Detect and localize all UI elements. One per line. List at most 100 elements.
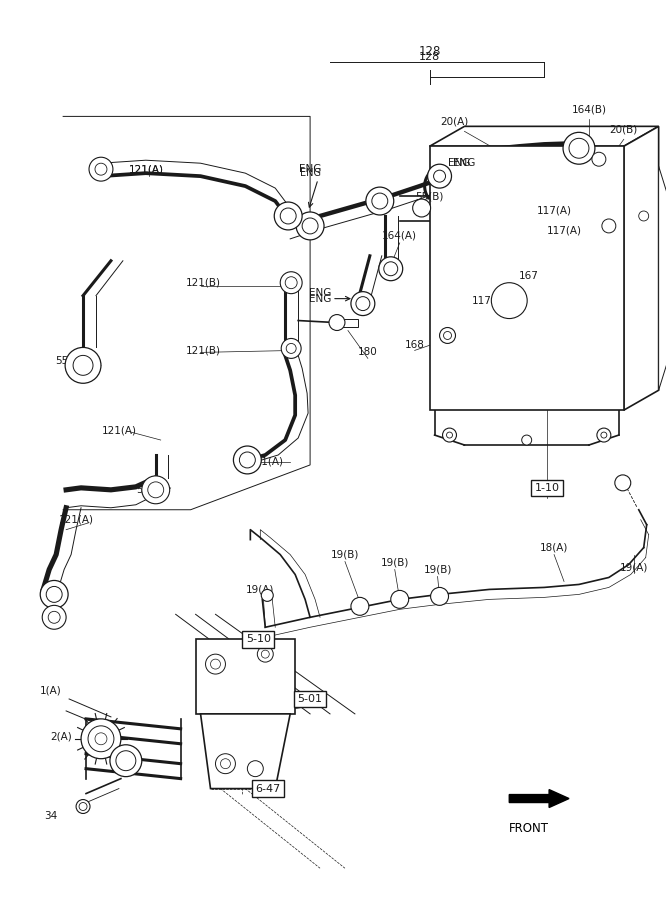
- Text: ENG: ENG: [309, 288, 331, 298]
- Text: FRONT: FRONT: [509, 822, 549, 835]
- Text: ENG: ENG: [309, 293, 331, 303]
- Text: ENG: ENG: [568, 139, 590, 148]
- Polygon shape: [624, 126, 658, 410]
- Text: 2(A): 2(A): [50, 732, 72, 742]
- Circle shape: [428, 164, 452, 188]
- Circle shape: [142, 476, 169, 504]
- Text: 55(C): 55(C): [137, 485, 165, 495]
- Circle shape: [110, 745, 142, 777]
- Circle shape: [379, 256, 403, 281]
- Text: 117(A): 117(A): [472, 295, 507, 306]
- Text: 168: 168: [405, 340, 425, 350]
- Circle shape: [261, 650, 269, 658]
- Circle shape: [73, 356, 93, 375]
- Circle shape: [281, 338, 301, 358]
- Circle shape: [602, 219, 616, 233]
- Circle shape: [211, 659, 221, 669]
- Text: 167: 167: [519, 271, 539, 281]
- Circle shape: [48, 611, 60, 624]
- Text: 128: 128: [419, 51, 440, 61]
- Text: 121(B): 121(B): [185, 278, 221, 288]
- Bar: [430, 147, 624, 410]
- Circle shape: [442, 428, 456, 442]
- Circle shape: [42, 606, 66, 629]
- Text: 18(A): 18(A): [540, 543, 568, 553]
- Circle shape: [280, 272, 302, 293]
- Text: A: A: [620, 479, 626, 488]
- Text: ENG: ENG: [448, 158, 471, 168]
- Text: 19(A): 19(A): [246, 584, 275, 594]
- Text: 5-10: 5-10: [246, 634, 271, 644]
- Text: 55(B): 55(B): [416, 191, 444, 201]
- Circle shape: [372, 194, 388, 209]
- Circle shape: [563, 132, 595, 164]
- Text: ENG: ENG: [299, 168, 321, 178]
- Circle shape: [88, 725, 114, 752]
- Text: 19(A): 19(A): [620, 562, 648, 572]
- Circle shape: [444, 331, 452, 339]
- Text: 117(A): 117(A): [536, 206, 572, 216]
- Circle shape: [615, 475, 631, 491]
- Polygon shape: [430, 126, 658, 147]
- Circle shape: [446, 432, 452, 438]
- Circle shape: [215, 753, 235, 774]
- Circle shape: [286, 344, 296, 354]
- Circle shape: [274, 202, 302, 230]
- Circle shape: [205, 654, 225, 674]
- Text: 1-10: 1-10: [535, 482, 560, 493]
- Circle shape: [351, 292, 375, 316]
- Text: 121(A): 121(A): [101, 425, 136, 435]
- Circle shape: [247, 760, 263, 777]
- Text: 164(A): 164(A): [382, 231, 418, 241]
- Text: 128: 128: [418, 45, 441, 58]
- Circle shape: [329, 315, 345, 330]
- Circle shape: [296, 212, 324, 240]
- Circle shape: [89, 158, 113, 181]
- Circle shape: [384, 262, 398, 275]
- Circle shape: [431, 588, 448, 606]
- Circle shape: [261, 590, 273, 601]
- Circle shape: [285, 276, 297, 289]
- Text: 164(B): 164(B): [572, 104, 606, 114]
- Circle shape: [391, 590, 409, 608]
- Circle shape: [95, 733, 107, 745]
- Circle shape: [434, 170, 446, 182]
- Text: 121(A): 121(A): [129, 164, 164, 175]
- Circle shape: [233, 446, 261, 474]
- Circle shape: [569, 139, 589, 158]
- Circle shape: [601, 432, 607, 438]
- Text: 20(A): 20(A): [440, 116, 469, 126]
- Polygon shape: [658, 166, 667, 391]
- Circle shape: [280, 208, 296, 224]
- Circle shape: [351, 598, 369, 616]
- Text: ENG: ENG: [454, 158, 476, 168]
- Text: 19(B): 19(B): [424, 564, 452, 574]
- Bar: [340, 319, 358, 327]
- Circle shape: [366, 187, 394, 215]
- Circle shape: [95, 163, 107, 176]
- Text: 117(A): 117(A): [546, 226, 582, 236]
- Circle shape: [356, 297, 370, 310]
- Text: 180: 180: [358, 347, 378, 357]
- Text: ENG: ENG: [299, 164, 321, 175]
- Text: 34: 34: [45, 812, 58, 822]
- Circle shape: [257, 646, 273, 662]
- Circle shape: [592, 152, 606, 166]
- Circle shape: [65, 347, 101, 383]
- Circle shape: [40, 580, 68, 608]
- Text: A: A: [506, 295, 513, 306]
- Circle shape: [239, 452, 255, 468]
- Bar: [195, 639, 295, 714]
- Text: 121(A): 121(A): [59, 515, 94, 525]
- Circle shape: [597, 428, 611, 442]
- Circle shape: [492, 283, 527, 319]
- Text: 20(B): 20(B): [610, 124, 638, 134]
- Text: 6-47: 6-47: [255, 784, 281, 794]
- Circle shape: [76, 799, 90, 814]
- Circle shape: [81, 719, 121, 759]
- Text: 121(B): 121(B): [185, 346, 221, 356]
- Circle shape: [116, 751, 136, 770]
- FancyArrow shape: [510, 789, 569, 807]
- Circle shape: [79, 803, 87, 811]
- Polygon shape: [201, 714, 290, 788]
